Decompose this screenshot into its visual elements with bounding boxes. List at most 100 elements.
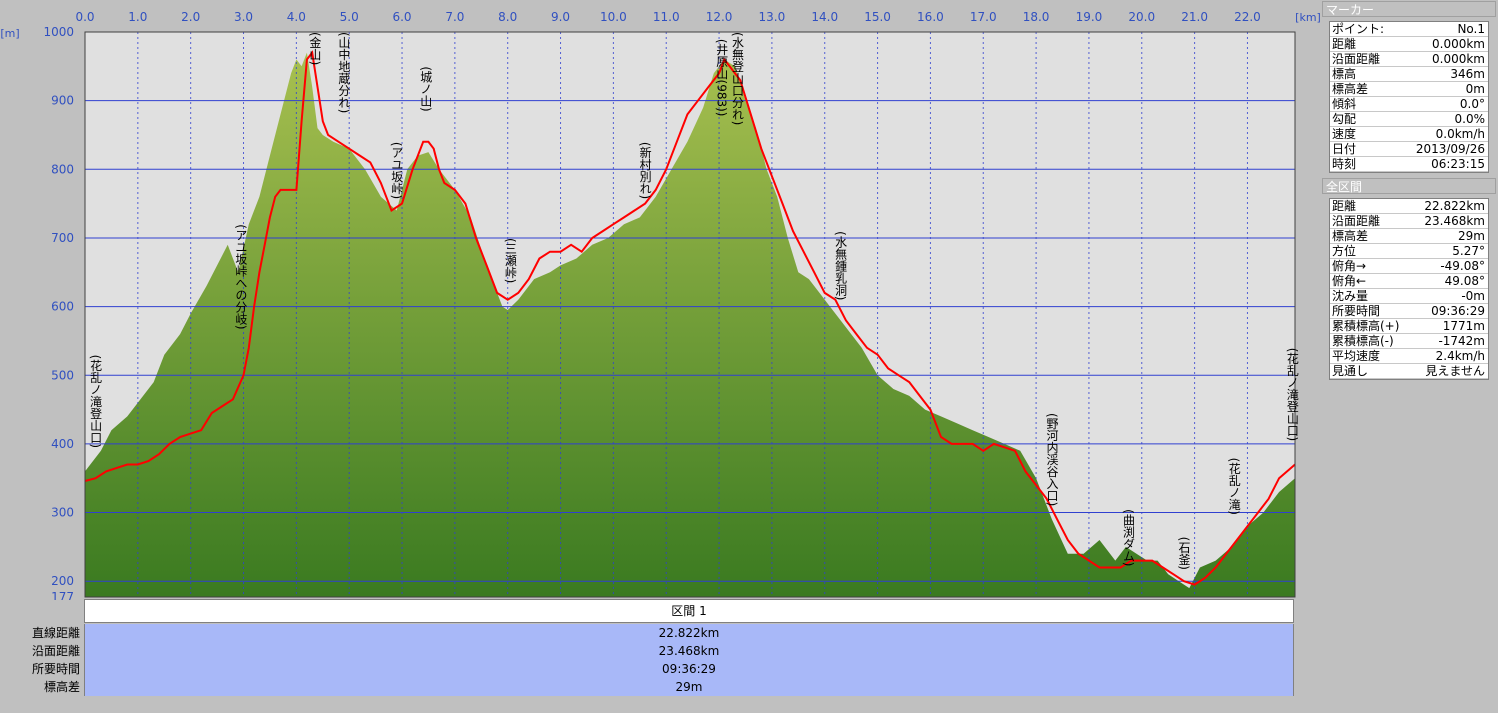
waypoint-label: (石釜) xyxy=(1177,537,1191,570)
x-tick-label: 3.0 xyxy=(234,10,253,24)
info-key: 標高差 xyxy=(1332,82,1369,96)
info-key: 累積標高(+) xyxy=(1332,319,1400,333)
info-key: 時刻 xyxy=(1332,157,1357,171)
waypoint-label: (井原山(983)) xyxy=(715,39,729,117)
plot-frame xyxy=(84,31,1296,598)
section-table: 直線距離 22.822km 沿面距離 23.468km 所要時間 09:36:29 標高差 2… xyxy=(32,624,1294,696)
info-value: -1742m xyxy=(1438,334,1485,348)
waypoint-label: (野河内渓谷入口) xyxy=(1045,413,1059,506)
x-tick-label: 5.0 xyxy=(340,10,359,24)
y-tick-label: 700 xyxy=(51,231,74,245)
waypoint-label: (花乱ノ滝登山口) xyxy=(89,355,103,448)
info-key: 方位 xyxy=(1332,244,1357,258)
y-tick-label: 300 xyxy=(51,506,74,520)
info-value: 0.0° xyxy=(1459,97,1485,111)
x-tick-label: 17.0 xyxy=(970,10,997,24)
track-line xyxy=(84,50,1296,586)
info-row: 累積標高(+) 1771m xyxy=(1330,319,1488,334)
y-tick-label: 177 xyxy=(51,590,74,600)
y-tick-label: 900 xyxy=(51,94,74,108)
info-row: 速度 0.0km/h xyxy=(1330,127,1488,142)
marker-table: ポイント: No.1 距離 0.000km 沿面距離 0.000km 標高 346m 標高差 0m… xyxy=(1329,21,1489,173)
info-key: 沿面距離 xyxy=(1332,52,1381,66)
info-row: 見通し 見えません xyxy=(1330,364,1488,379)
x-tick-label: 12.0 xyxy=(706,10,733,24)
marker-panel-title: マーカー xyxy=(1322,1,1496,17)
section-row-label: 沿面距離 xyxy=(31,644,80,658)
terrain-area xyxy=(85,52,1295,598)
info-value: 06:23:15 xyxy=(1431,157,1485,171)
section-row-value: 09:36:29 xyxy=(84,660,1294,678)
x-tick-label: 4.0 xyxy=(287,10,306,24)
info-row: 標高差 29m xyxy=(1330,229,1488,244)
x-tick-label: 18.0 xyxy=(1023,10,1050,24)
x-axis-unit: [km] xyxy=(1295,11,1321,24)
info-value: 29m xyxy=(1458,229,1485,243)
x-tick-label: 2.0 xyxy=(181,10,200,24)
info-value: 2.4km/h xyxy=(1435,349,1485,363)
total-panel-title: 全区間 xyxy=(1322,178,1496,194)
info-key: 沈み量 xyxy=(1332,289,1369,303)
y-tick-label: 400 xyxy=(51,437,74,451)
info-value: 2013/09/26 xyxy=(1415,142,1485,156)
x-tick-label: 22.0 xyxy=(1234,10,1261,24)
info-value: 09:36:29 xyxy=(1431,304,1485,318)
total-table: 距離 22.822km 沿面距離 23.468km 標高差 29m 方位 5.27° 俯角→ -4… xyxy=(1329,198,1489,380)
info-row: 勾配 0.0% xyxy=(1330,112,1488,127)
section-row-label: 所要時間 xyxy=(31,662,80,676)
y-tick-label: 1000 xyxy=(43,25,74,39)
section-row-label: 直線距離 xyxy=(31,626,80,640)
profile-chart-svg: 0.0 1.0 2.0 3.0 4.0 5.0 6.0 7.0 8.0 9.0 10.0 11.0 12… xyxy=(0,10,1321,600)
y-tick-label: 500 xyxy=(51,368,74,382)
info-row: 累積標高(-) -1742m xyxy=(1330,334,1488,349)
waypoint-label: (水無登山口分れ) xyxy=(731,32,745,125)
x-tick-label: 15.0 xyxy=(864,10,891,24)
info-row: 標高 346m xyxy=(1330,67,1488,82)
info-row: 所要時間 09:36:29 xyxy=(1330,304,1488,319)
info-value: 0m xyxy=(1465,82,1485,96)
info-value: 0.000km xyxy=(1432,52,1485,66)
info-row: 沿面距離 0.000km xyxy=(1330,52,1488,67)
x-tick-label: 0.0 xyxy=(75,10,94,24)
info-row: ポイント: No.1 xyxy=(1330,22,1488,37)
x-tick-label: 20.0 xyxy=(1128,10,1155,24)
info-row: 沿面距離 23.468km xyxy=(1330,214,1488,229)
info-key: 沿面距離 xyxy=(1332,214,1381,228)
x-tick-label: 19.0 xyxy=(1076,10,1103,24)
info-value: 0.0% xyxy=(1454,112,1486,126)
info-row: 距離 0.000km xyxy=(1330,37,1488,52)
info-key: 俯角→ xyxy=(1332,259,1367,273)
info-value: -0m xyxy=(1461,289,1485,303)
y-tick-label: 200 xyxy=(51,574,74,588)
y-axis-unit: [m] xyxy=(0,27,19,40)
info-key: 傾斜 xyxy=(1332,97,1357,111)
waypoint-label: (城ノ山) xyxy=(419,66,433,111)
section-row-value: 23.468km xyxy=(84,642,1294,660)
waypoint-label: (曲渕ダム) xyxy=(1122,509,1136,566)
x-tick-label: 8.0 xyxy=(498,10,517,24)
info-key: 距離 xyxy=(1332,37,1357,51)
waypoint-label: (アユ坂峠) xyxy=(390,142,404,199)
info-key: 日付 xyxy=(1332,142,1357,156)
info-value: 1771m xyxy=(1442,319,1485,333)
info-value: 346m xyxy=(1450,67,1485,81)
waypoint-label: (金山) xyxy=(308,32,322,65)
x-tick-label: 14.0 xyxy=(811,10,838,24)
info-value: 49.08° xyxy=(1444,274,1485,288)
info-row: 俯角→ -49.08° xyxy=(1330,259,1488,274)
info-value: -49.08° xyxy=(1440,259,1485,273)
waypoint-label: (新村別れ) xyxy=(638,142,652,199)
y-tick-label: 600 xyxy=(51,300,74,314)
info-panel: マーカー ポイント: No.1 距離 0.000km 沿面距離 0.000km 標高 346m… xyxy=(1322,0,1498,713)
x-tick-label: 11.0 xyxy=(653,10,680,24)
info-key: 標高差 xyxy=(1332,229,1369,243)
info-key: ポイント: xyxy=(1332,22,1385,36)
section-row-label: 標高差 xyxy=(43,680,80,694)
info-key: 累積標高(-) xyxy=(1332,334,1394,348)
info-value: 22.822km xyxy=(1424,199,1485,213)
x-tick-label: 21.0 xyxy=(1181,10,1208,24)
info-row: 傾斜 0.0° xyxy=(1330,97,1488,112)
profile-chart[interactable]: 0.0 1.0 2.0 3.0 4.0 5.0 6.0 7.0 8.0 9.0 10.0 11.0 12… xyxy=(0,0,1322,600)
info-value: 0.0km/h xyxy=(1435,127,1485,141)
info-value: No.1 xyxy=(1457,22,1485,36)
